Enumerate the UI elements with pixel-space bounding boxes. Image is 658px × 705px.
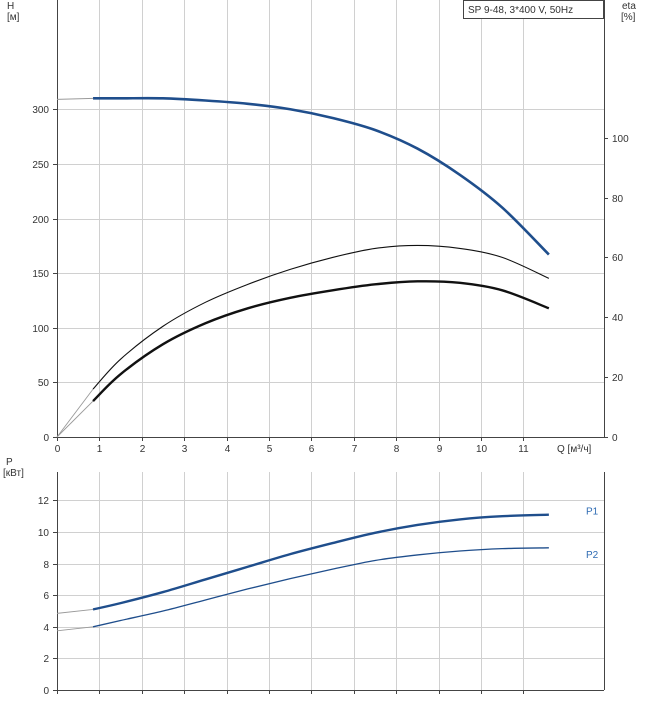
eta-y-unit-label: [%] (621, 12, 636, 23)
x-tick-label: 5 (267, 444, 273, 455)
head-curve-eta-ext (56, 400, 94, 438)
power-y-tick-label: 4 (43, 623, 49, 634)
eta-y-tick-label: 80 (612, 194, 624, 205)
head-y-tick-label: 150 (32, 269, 49, 280)
head-y-tick-label: 200 (32, 215, 49, 226)
power-y-tick-label: 8 (43, 560, 49, 571)
head-y-tick-label: 250 (32, 160, 49, 171)
power-y-tick-label: 12 (38, 496, 50, 507)
x-tick-label: 1 (97, 444, 103, 455)
head-y-tick-label: 0 (43, 433, 49, 444)
series-label-p2: P2 (586, 550, 599, 561)
power-curve-power-thin (92, 547, 549, 628)
legend-box (463, 0, 604, 19)
x-tick-label: 10 (476, 444, 488, 455)
eta-y-label: eta (622, 1, 636, 12)
x-axis-label: Q [м³/ч] (557, 444, 592, 455)
eta-y-tick-label: 20 (612, 373, 624, 384)
head-curve-eta-thin (92, 244, 550, 390)
x-tick-label: 6 (309, 444, 315, 455)
eta-y-tick-label: 0 (612, 433, 618, 444)
x-tick-label: 2 (140, 444, 146, 455)
head-y-label: H (7, 1, 14, 12)
x-tick-label: 11 (518, 444, 529, 455)
x-tick-label: 4 (225, 444, 231, 455)
head-y-tick-label: 300 (32, 105, 49, 116)
eta-y-tick-label: 40 (612, 313, 624, 324)
power-curve-power-ext (56, 626, 94, 632)
eta-y-tick-label: 100 (612, 134, 629, 145)
power-curve-power-thick (92, 513, 549, 611)
x-tick-label: 8 (394, 444, 400, 455)
power-y-unit-label: [кВт] (3, 468, 24, 479)
x-tick-label: 9 (437, 444, 443, 455)
head-y-tick-label: 100 (32, 324, 49, 335)
power-curve-power-ext (56, 608, 94, 614)
legend-text: SP 9-48, 3*400 V, 50Hz (468, 5, 573, 16)
head-curve-eta-ext (56, 388, 94, 438)
head-y-unit-label: [м] (7, 12, 20, 23)
series-label-p1: P1 (586, 507, 599, 518)
power-y-tick-label: 2 (43, 654, 49, 665)
x-tick-label: 0 (55, 444, 61, 455)
power-y-tick-label: 10 (38, 528, 50, 539)
head-curve-head-ext (56, 97, 94, 100)
power-y-label: P (6, 457, 13, 468)
eta-y-tick-label: 60 (612, 253, 624, 264)
power-y-tick-label: 0 (43, 686, 49, 697)
power-y-tick-label: 6 (43, 591, 49, 602)
head-curve-head (93, 96, 550, 256)
x-tick-label: 7 (352, 444, 358, 455)
x-tick-label: 3 (182, 444, 188, 455)
head-curve-eta-thick (92, 280, 550, 402)
head-y-tick-label: 50 (38, 378, 50, 389)
